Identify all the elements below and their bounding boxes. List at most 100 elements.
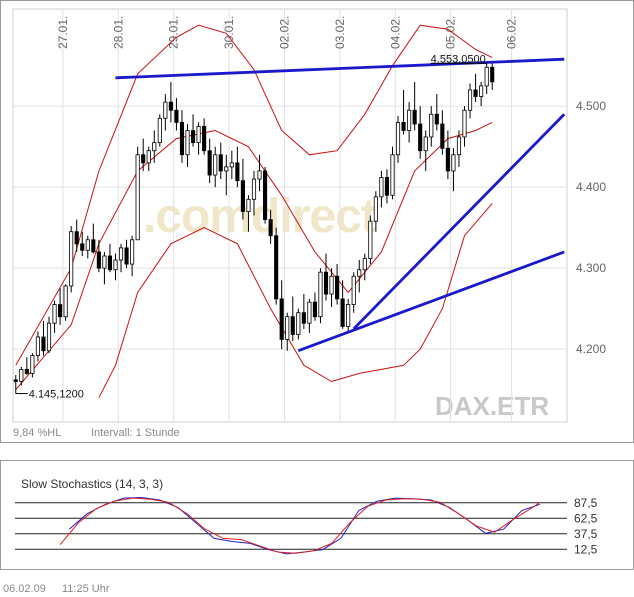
candle-body: [379, 177, 384, 198]
candle-body: [207, 150, 212, 176]
candle-body: [229, 162, 234, 168]
candle-body: [80, 243, 85, 251]
low-label: 4.145,1200: [29, 389, 84, 401]
comdirect-watermark: .comdirect: [143, 190, 377, 243]
candle-body: [251, 178, 257, 200]
candle-body: [35, 336, 40, 356]
trend-line: [352, 113, 566, 330]
candle-body: [46, 322, 52, 352]
candle-body: [395, 121, 401, 156]
candle-body: [52, 304, 57, 324]
x-tick-label: 03.02.: [333, 16, 347, 49]
candle-body: [368, 220, 373, 259]
candle-body: [63, 285, 68, 318]
candle-body: [407, 109, 412, 131]
candle-body: [185, 130, 190, 156]
candle-body: [152, 142, 157, 152]
y-tick-label: 4.300: [576, 261, 606, 275]
candle-body: [118, 247, 124, 261]
stoch-tick-label: 12,5: [574, 542, 598, 556]
candle-body: [346, 304, 351, 327]
candle-body: [157, 117, 162, 144]
candle-body: [323, 271, 329, 295]
candle-body: [357, 269, 362, 277]
high-label: 4.553,0500: [431, 53, 486, 65]
candle-body: [312, 301, 317, 318]
stochastics-title: Slow Stochastics (14, 3, 3): [21, 477, 164, 491]
candle-body: [390, 154, 395, 196]
candle-body: [285, 316, 290, 340]
candle-body: [268, 219, 273, 237]
candle-body: [163, 101, 168, 119]
candle-body: [290, 316, 295, 335]
candle-body: [69, 231, 74, 287]
candle-body: [412, 109, 417, 125]
stoch-k-line: [68, 496, 541, 555]
candle-body: [279, 298, 284, 340]
candle-body: [401, 121, 406, 131]
price-chart-panel: .comdirect DAX.ETR 4.500 4.400 4.300 4.200 2…: [0, 0, 634, 443]
candle-body: [329, 275, 334, 295]
candle-body: [102, 255, 107, 269]
bollinger-middle-line: [15, 121, 493, 390]
candle-body: [362, 258, 367, 271]
y-tick-label: 4.500: [576, 99, 606, 113]
stoch-tick-label: 62,5: [574, 511, 598, 525]
candle-body: [107, 255, 113, 271]
candle-body: [41, 336, 46, 352]
candle-body: [174, 109, 179, 123]
x-tick-label: 28.01.: [111, 16, 125, 49]
candle-body: [301, 312, 306, 324]
candle-body: [490, 66, 495, 83]
candle-body: [473, 89, 478, 97]
x-tick-label: 05.02.: [444, 16, 458, 49]
candle-body: [96, 251, 101, 269]
x-tick-label: 06.02.: [505, 16, 519, 49]
candle-body: [479, 85, 484, 97]
candle-body: [13, 379, 18, 382]
x-tick-label: 04.02.: [388, 16, 402, 49]
bollinger-lower-line: [98, 203, 493, 398]
candle-body: [58, 304, 63, 318]
footer-time: 11:25 Uhr: [62, 583, 110, 595]
candle-body: [146, 150, 151, 164]
candle-body: [24, 368, 29, 374]
candle-body: [456, 136, 462, 156]
stochastics-svg: 87,562,5 37,512,5: [15, 496, 598, 556]
stoch-tick-label: 37,5: [574, 527, 598, 541]
candle-body: [484, 66, 489, 87]
candle-body: [218, 154, 223, 172]
plot-area: [12, 8, 568, 423]
price-chart-svg: 4.500 4.400 4.300 4.200 27.01. 28.01. 29.01. 30…: [12, 8, 606, 439]
candle-body: [318, 271, 323, 318]
stoch-tick-label: 87,5: [574, 496, 598, 510]
candle-body: [384, 177, 390, 196]
candle-body: [224, 166, 229, 172]
candle-body: [440, 123, 445, 149]
candle-body: [74, 231, 79, 245]
candle-body: [274, 235, 279, 300]
candle-body: [429, 113, 434, 138]
x-tick-label: 30.01.: [222, 16, 236, 49]
y-tick-label: 4.400: [576, 180, 606, 194]
candle-body: [434, 113, 439, 125]
candle-body: [179, 121, 185, 156]
candle-body: [91, 239, 96, 253]
candle-body: [373, 196, 378, 222]
candle-body: [113, 259, 118, 271]
candle-body: [135, 154, 140, 241]
candle-body: [141, 154, 146, 164]
bollinger-upper-line: [15, 24, 493, 366]
candle-body: [467, 89, 473, 111]
candle-body: [213, 154, 218, 176]
candle-body: [30, 355, 35, 374]
candle-body: [307, 301, 312, 324]
candle-body: [335, 275, 340, 300]
trend-line: [115, 57, 565, 80]
candle-body: [240, 180, 245, 212]
candle-body: [196, 126, 201, 144]
candle-body: [351, 275, 356, 305]
trend-line: [297, 250, 565, 353]
y-tick-label: 4.200: [576, 342, 606, 356]
candle-body: [462, 109, 467, 138]
